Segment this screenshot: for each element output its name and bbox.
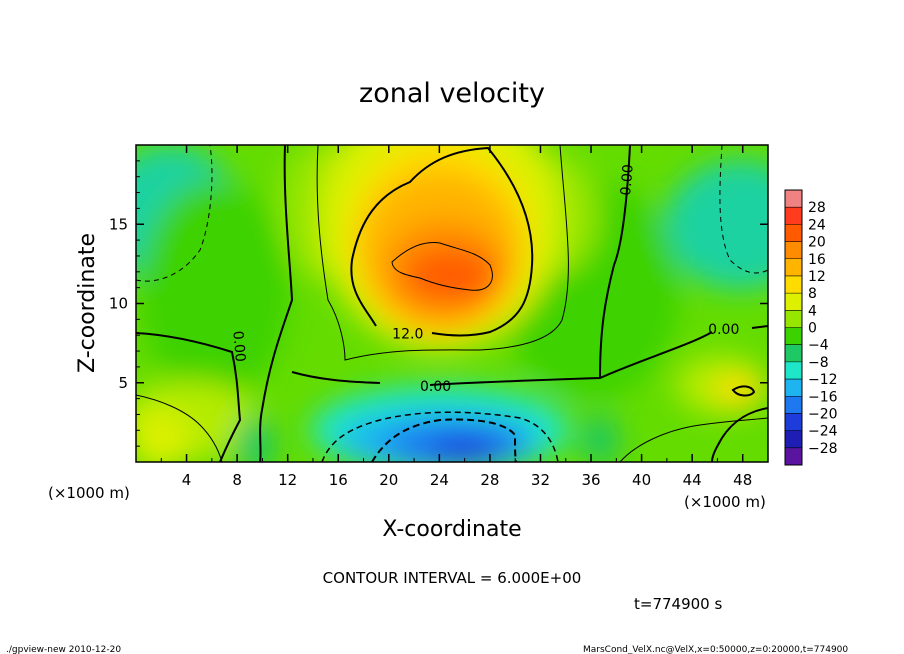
x-axis: 4 8 12 16 20 24 28 32 36 40 44 48 — [160, 145, 752, 489]
contour-six-se — [619, 417, 768, 462]
colorbar-band — [785, 396, 802, 414]
colorbar-label: 4 — [808, 303, 817, 319]
y-tick-label: 15 — [109, 215, 128, 233]
colorbar-band — [785, 379, 802, 397]
colorbar-label: −4 — [808, 338, 829, 354]
x-tick-label: 28 — [480, 471, 499, 489]
footer-right: MarsCond_VelX.nc@VelX,x=0:50000,z=0:2000… — [583, 645, 848, 654]
contour-minus-six-ne — [719, 145, 768, 274]
colorbar-label: −24 — [808, 424, 838, 440]
colorbar-label: 16 — [808, 252, 826, 268]
colorbar-label: 20 — [808, 235, 826, 251]
contour-label-text: 0.00 — [708, 322, 739, 338]
contour-zero-east — [751, 325, 768, 329]
y-tick-label: 10 — [109, 295, 128, 313]
x-tick-label: 32 — [531, 471, 550, 489]
x-unit-label-right: (×1000 m) — [684, 493, 766, 511]
contour-zero-west — [136, 332, 242, 462]
plot-area: 0.00 0.00 12.0 0.00 0.00 — [136, 145, 768, 462]
contour-label-text: 0.00 — [618, 164, 637, 196]
contour-minus-twelve — [371, 418, 517, 462]
x-tick-label: 16 — [329, 471, 348, 489]
x-tick-label: 40 — [632, 471, 651, 489]
x-tick-label: 36 — [581, 471, 600, 489]
colorbar-band — [785, 344, 802, 363]
x-axis-title: X-coordinate — [382, 517, 521, 542]
x-tick-label: 12 — [278, 471, 297, 489]
contour-six — [316, 145, 569, 361]
contour-minus-six-low — [321, 411, 559, 462]
contour-label-text: 0.00 — [229, 330, 248, 362]
x-tick-label: 8 — [232, 471, 242, 489]
contour-zero-right — [599, 145, 631, 379]
contour-zero-left — [259, 145, 294, 462]
y-tick-label: 5 — [118, 374, 128, 392]
contour-minus-six-nw — [136, 145, 213, 282]
contour-twelve — [350, 146, 534, 337]
contour-label: 0.00 — [618, 164, 637, 196]
colorbar-label: −16 — [808, 389, 838, 405]
colorbar-band — [785, 190, 802, 208]
colorbar-label: −28 — [808, 441, 838, 457]
contour-eighteen — [391, 241, 493, 291]
contour-lines — [136, 145, 768, 462]
time-text: t=774900 s — [634, 595, 722, 613]
colorbar-band — [785, 447, 802, 466]
colorbar-label: 8 — [808, 286, 817, 302]
colorbar-band — [785, 413, 802, 432]
colorbar-band — [785, 430, 802, 449]
contour-label-text: 0.00 — [420, 379, 451, 395]
y-axis-title: Z-coordinate — [75, 233, 100, 373]
colorbar-band — [785, 224, 802, 243]
contour-label: 12.0 — [392, 327, 423, 343]
colorbar-band — [785, 293, 802, 311]
contour-label: 0.00 — [708, 322, 739, 338]
colorbar-label: 12 — [808, 269, 826, 285]
colorbar-label: 24 — [808, 217, 826, 233]
y-axis: 5 10 15 — [109, 160, 768, 447]
colorbar-band — [785, 258, 802, 277]
contour-interval-text: CONTOUR INTERVAL = 6.000E+00 — [323, 569, 582, 587]
colorbar-band — [785, 310, 802, 328]
contour-label-text: 12.0 — [392, 327, 423, 343]
colorbar-label: 28 — [808, 200, 826, 216]
colorbar-band — [785, 275, 802, 294]
colorbar-label: 0 — [808, 321, 817, 337]
chart-title: zonal velocity — [359, 78, 545, 109]
colorbar-band — [785, 241, 802, 260]
colorbar-band — [785, 327, 802, 346]
contour-label: 0.00 — [420, 379, 451, 395]
contour-eighteen-se — [731, 385, 756, 397]
x-unit-label-left: (×1000 m) — [48, 484, 130, 502]
colorbar-band — [785, 361, 802, 380]
x-tick-label: 44 — [683, 471, 702, 489]
colorbar-band — [785, 207, 802, 225]
contour-labels: 0.00 0.00 12.0 0.00 0.00 — [229, 164, 739, 395]
contour-zero-center — [291, 331, 713, 386]
contour-six-sw — [136, 394, 223, 462]
contour-label: 0.00 — [229, 330, 248, 362]
colorbar-label: −8 — [808, 355, 829, 371]
contour-zero-se — [711, 407, 768, 462]
footer-left: ./gpview-new 2010-12-20 — [6, 645, 121, 654]
colorbar-label: −12 — [808, 372, 838, 388]
x-tick-label: 20 — [379, 471, 398, 489]
x-tick-label: 4 — [182, 471, 192, 489]
x-tick-label: 24 — [430, 471, 449, 489]
x-tick-label: 48 — [733, 471, 752, 489]
colorbar-label: −20 — [808, 406, 838, 422]
